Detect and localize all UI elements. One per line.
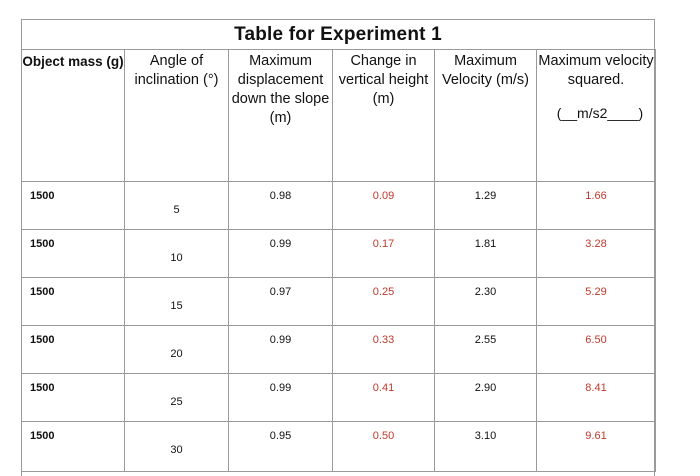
cell-height: 0.33: [332, 325, 435, 374]
header-row: Object mass (g) Angle of inclination (°)…: [21, 49, 656, 182]
header-max-displacement: Maximum displacement down the slope (m): [228, 49, 333, 182]
cell-angle: 20: [124, 325, 229, 374]
cell-mass: 1500: [21, 373, 125, 422]
cell-velocity-squared: 3.28: [536, 229, 656, 278]
cell-height: 0.25: [332, 277, 435, 326]
cell-mass: 1500: [21, 325, 125, 374]
cell-displacement: 0.99: [228, 373, 333, 422]
cell-velocity-squared: 9.61: [536, 421, 656, 472]
cell-velocity: 1.29: [434, 181, 537, 230]
cell-angle: 5: [124, 181, 229, 230]
table-row: 1500 5 0.98 0.09 1.29 1.66: [21, 181, 656, 230]
cell-displacement: 0.99: [228, 325, 333, 374]
cell-velocity-squared: 8.41: [536, 373, 656, 422]
cell-height: 0.17: [332, 229, 435, 278]
header-max-velocity: Maximum Velocity (m/s): [434, 49, 537, 182]
experiment-table: Object mass (g) Angle of inclination (°)…: [21, 49, 656, 472]
cell-displacement: 0.99: [228, 229, 333, 278]
cell-mass: 1500: [21, 277, 125, 326]
cell-angle: 25: [124, 373, 229, 422]
velocity-squared-units-blank: (__m/s2____): [556, 105, 644, 121]
cell-displacement: 0.98: [228, 181, 333, 230]
header-angle-of-inclination: Angle of inclination (°): [124, 49, 229, 182]
cell-velocity-squared: 1.66: [536, 181, 656, 230]
header-change-in-height: Change in vertical height (m): [332, 49, 435, 182]
cell-height: 0.50: [332, 421, 435, 472]
cell-height: 0.41: [332, 373, 435, 422]
cell-angle: 30: [124, 421, 229, 472]
cell-height: 0.09: [332, 181, 435, 230]
cell-mass: 1500: [21, 229, 125, 278]
table-frame: Table for Experiment 1 Object mass (g) A…: [21, 19, 656, 476]
table-title: Table for Experiment 1: [234, 24, 442, 45]
cell-velocity: 2.30: [434, 277, 537, 326]
cell-mass: 1500: [21, 421, 125, 472]
table-row: 1500 10 0.99 0.17 1.81 3.28: [21, 229, 656, 278]
cell-displacement: 0.95: [228, 421, 333, 472]
table-row: 1500 20 0.99 0.33 2.55 6.50: [21, 325, 656, 374]
header-max-velocity-squared: Maximum velocity squared. (__m/s2____): [536, 49, 656, 182]
cell-angle: 10: [124, 229, 229, 278]
header-max-velocity-squared-label: Maximum velocity squared.: [538, 53, 654, 88]
table-row: 1500 25 0.99 0.41 2.90 8.41: [21, 373, 656, 422]
cell-velocity: 3.10: [434, 421, 537, 472]
cell-displacement: 0.97: [228, 277, 333, 326]
cell-velocity: 2.55: [434, 325, 537, 374]
table-row: 1500 15 0.97 0.25 2.30 5.29: [21, 277, 656, 326]
cell-velocity-squared: 6.50: [536, 325, 656, 374]
header-object-mass: Object mass (g): [21, 49, 125, 182]
cell-mass: 1500: [21, 181, 125, 230]
cell-velocity-squared: 5.29: [536, 277, 656, 326]
cell-angle: 15: [124, 277, 229, 326]
cell-velocity: 1.81: [434, 229, 537, 278]
table-row: 1500 30 0.95 0.50 3.10 9.61: [21, 421, 656, 472]
cell-velocity: 2.90: [434, 373, 537, 422]
